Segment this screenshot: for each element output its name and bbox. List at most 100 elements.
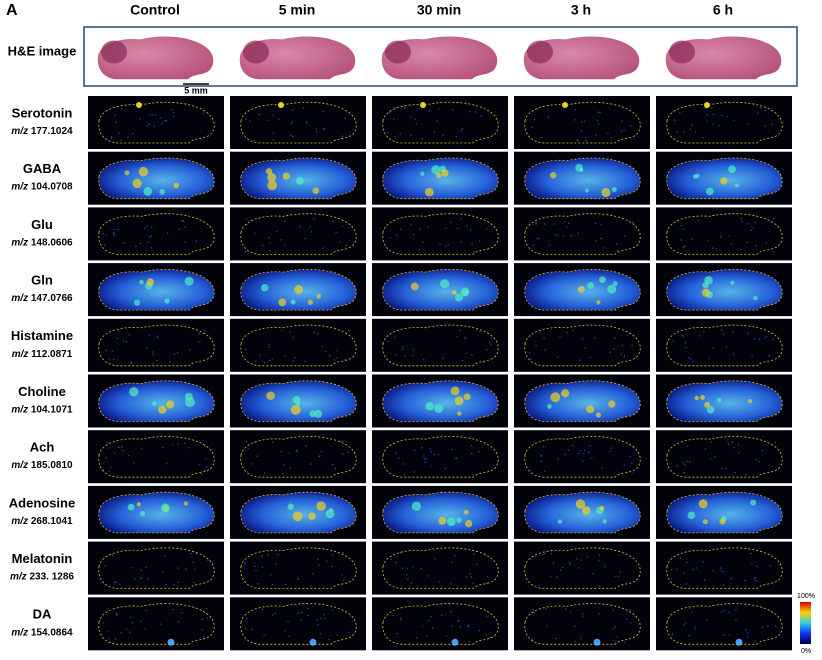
msi-speck bbox=[131, 622, 133, 624]
msi-panel bbox=[372, 541, 508, 595]
msi-image bbox=[666, 324, 783, 367]
msi-speck bbox=[139, 118, 141, 120]
msi-hotspot bbox=[431, 165, 441, 175]
msi-speck bbox=[583, 449, 586, 451]
msi-speck bbox=[692, 568, 694, 571]
msi-speck bbox=[297, 612, 300, 614]
msi-speck bbox=[184, 226, 186, 228]
msi-speck bbox=[115, 612, 118, 615]
msi-speck bbox=[451, 625, 453, 627]
msi-speck bbox=[445, 635, 448, 638]
he-tissue bbox=[381, 36, 498, 80]
msi-speck bbox=[205, 458, 207, 460]
msi-speck bbox=[450, 583, 452, 585]
msi-speck bbox=[579, 359, 581, 361]
msi-speck bbox=[671, 634, 673, 636]
msi-image bbox=[98, 213, 215, 255]
msi-speck bbox=[754, 577, 756, 579]
msi-speck bbox=[564, 608, 567, 610]
msi-speck bbox=[708, 357, 711, 359]
msi-speck bbox=[607, 132, 609, 135]
msi-speck bbox=[722, 571, 725, 573]
msi-hotspot bbox=[290, 299, 296, 305]
tissue-outline bbox=[98, 324, 215, 367]
msi-speck bbox=[245, 627, 247, 630]
msi-speck bbox=[342, 579, 345, 581]
msi-speck bbox=[670, 569, 673, 571]
msi-speck bbox=[395, 452, 397, 454]
msi-image bbox=[98, 491, 215, 534]
msi-speck bbox=[725, 468, 727, 470]
msi-speck bbox=[489, 636, 491, 639]
msi-speck bbox=[171, 108, 173, 111]
msi-speck bbox=[684, 245, 686, 247]
msi-speck bbox=[421, 625, 424, 627]
msi-speck bbox=[429, 448, 431, 450]
msi-speck bbox=[268, 343, 270, 345]
msi-panel bbox=[656, 207, 792, 261]
msi-speck bbox=[469, 573, 471, 575]
msi-speck bbox=[711, 107, 713, 109]
msi-speck bbox=[402, 346, 404, 348]
msi-hotspot bbox=[599, 505, 605, 511]
msi-speck bbox=[623, 641, 626, 643]
msi-speck bbox=[249, 120, 251, 122]
msi-speck bbox=[141, 576, 143, 579]
msi-speck bbox=[318, 564, 320, 567]
msi-speck bbox=[688, 634, 690, 637]
he-cerebellum bbox=[243, 40, 269, 64]
msi-speck bbox=[162, 571, 164, 573]
column-header: 30 min bbox=[417, 2, 461, 18]
tissue-outline bbox=[382, 213, 499, 255]
msi-speck bbox=[140, 569, 142, 572]
msi-speck bbox=[271, 358, 273, 360]
msi-hotspot bbox=[702, 519, 708, 525]
row-mz: m/z 104.1071 bbox=[11, 404, 73, 415]
msi-speck bbox=[689, 358, 692, 360]
msi-hotspot bbox=[441, 169, 449, 177]
msi-speck bbox=[114, 114, 116, 116]
msi-speck bbox=[110, 136, 112, 138]
msi-image bbox=[240, 324, 357, 367]
msi-speck bbox=[682, 246, 685, 248]
msi-speck bbox=[767, 625, 769, 627]
msi-speck bbox=[745, 629, 747, 631]
tissue-outline bbox=[382, 268, 499, 311]
msi-speck bbox=[304, 360, 306, 363]
msi-speck bbox=[387, 340, 389, 343]
msi-speck bbox=[722, 609, 725, 612]
msi-speck bbox=[316, 131, 318, 133]
msi-speck bbox=[271, 441, 274, 443]
msi-speck bbox=[342, 440, 344, 442]
msi-speck bbox=[172, 608, 174, 611]
msi-speck bbox=[610, 447, 612, 449]
msi-image bbox=[240, 380, 357, 422]
msi-speck bbox=[392, 614, 394, 617]
tissue-outline bbox=[382, 436, 499, 478]
msi-speck bbox=[746, 631, 749, 634]
msi-speck bbox=[129, 631, 131, 633]
msi-speck bbox=[734, 471, 736, 474]
msi-speck bbox=[106, 630, 109, 633]
msi-speck bbox=[300, 619, 302, 622]
msi-speck bbox=[244, 348, 247, 351]
msi-speck bbox=[313, 217, 315, 220]
msi-speck bbox=[610, 137, 613, 139]
msi-speck bbox=[702, 137, 704, 139]
msi-speck bbox=[557, 458, 559, 460]
msi-speck bbox=[529, 352, 531, 354]
msi-speck bbox=[145, 609, 147, 612]
msi-speck bbox=[120, 139, 122, 142]
msi-speck bbox=[592, 572, 594, 575]
msi-panel bbox=[88, 430, 224, 484]
msi-speck bbox=[732, 331, 734, 333]
msi-speck bbox=[423, 359, 425, 361]
msi-hotspot bbox=[138, 166, 149, 177]
msi-image bbox=[382, 491, 499, 534]
msi-speck bbox=[203, 329, 206, 331]
msi-speck bbox=[144, 227, 146, 229]
msi-speck bbox=[531, 638, 533, 641]
msi-speck bbox=[433, 454, 435, 456]
msi-speck bbox=[403, 474, 405, 476]
msi-speck bbox=[404, 355, 406, 357]
